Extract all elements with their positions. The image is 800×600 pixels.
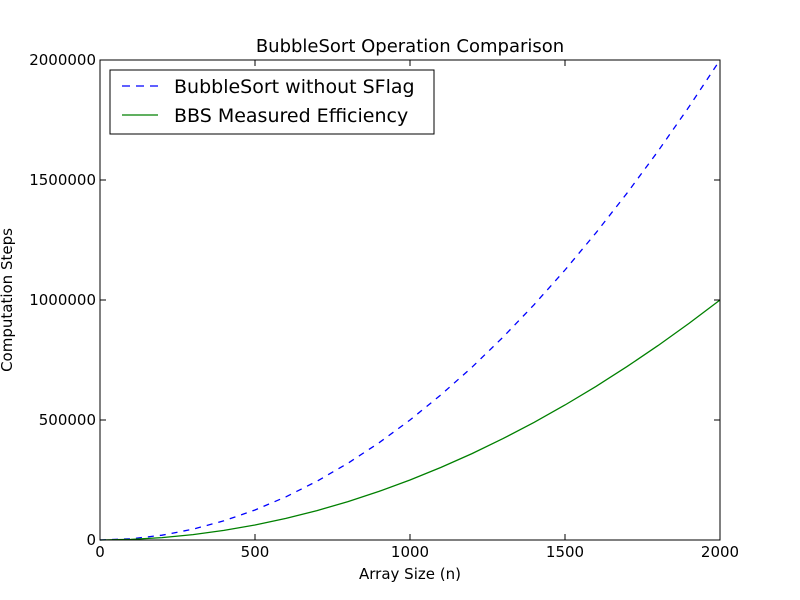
legend-label-bubblesort: BubbleSort without SFlag — [174, 76, 415, 98]
x-tick-label: 500 — [241, 543, 270, 561]
y-tick-label: 0 — [86, 531, 96, 549]
chart-title: BubbleSort Operation Comparison — [256, 36, 564, 57]
legend-label-bbs: BBS Measured Efficiency — [174, 105, 408, 127]
series-line-1 — [99, 299, 721, 541]
x-tick-label: 0 — [95, 543, 105, 561]
x-tick-label: 1500 — [546, 543, 584, 561]
tick-layer: 0 500 1000 1500 2000 0 500000 1000000 1500000 200… — [29, 51, 739, 561]
x-tick-label: 1000 — [391, 543, 429, 561]
y-tick-label: 2000000 — [29, 51, 96, 69]
x-tick-label: 2000 — [701, 543, 739, 561]
x-axis-label: Array Size (n) — [359, 565, 461, 583]
y-axis-label: Computation Steps — [0, 228, 16, 372]
series-line-0 — [99, 59, 721, 541]
y-tick-label: 1500000 — [29, 171, 96, 189]
series-layer — [99, 59, 721, 541]
y-tick-label: 500000 — [39, 411, 96, 429]
legend: BubbleSort without SFlag BBS Measured Ef… — [109, 69, 435, 135]
y-tick-label: 1000000 — [29, 291, 96, 309]
legend-box — [109, 69, 435, 135]
